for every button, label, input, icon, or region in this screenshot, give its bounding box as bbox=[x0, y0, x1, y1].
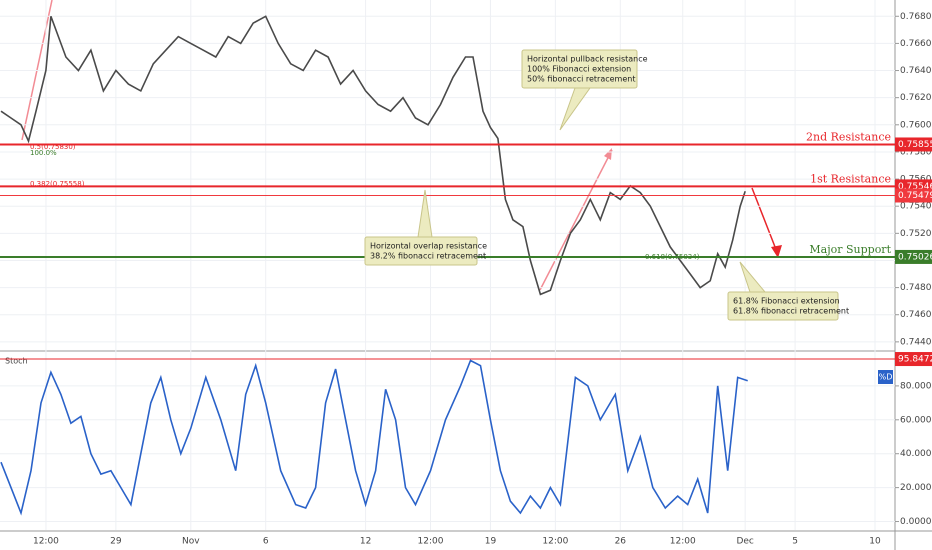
annotation-box bbox=[727, 291, 839, 321]
arrow-head bbox=[771, 245, 782, 258]
x-tick-label: 19 bbox=[485, 537, 497, 547]
level-name: 2nd Resistance bbox=[806, 130, 891, 143]
arrow-head bbox=[604, 148, 612, 160]
x-tick-label: 12:00 bbox=[542, 537, 568, 547]
level-name: Major Support bbox=[809, 243, 891, 256]
y-tick-label: 80.0000 bbox=[900, 381, 932, 391]
x-tick-label: 12 bbox=[360, 537, 371, 547]
annotation-text: 61.8% Fibonacci extension bbox=[733, 297, 840, 306]
annotation-text: Horizontal pullback resistance bbox=[527, 55, 648, 64]
red-arrow bbox=[751, 187, 778, 253]
level-value: 0.75546 bbox=[898, 182, 932, 192]
level-name: 1st Resistance bbox=[810, 172, 891, 185]
y-tick-label: 0.74400 bbox=[900, 337, 932, 347]
pink-arrow bbox=[539, 149, 613, 291]
x-tick-label: 12:00 bbox=[418, 537, 444, 547]
level-value: 95.8472 bbox=[898, 355, 932, 365]
x-tick-label: 26 bbox=[615, 537, 627, 547]
annotation-text: 61.8% fibonacci retracement bbox=[733, 307, 849, 316]
y-tick-label: 20.0000 bbox=[900, 483, 932, 493]
fib-label: 0.618(0.75034) bbox=[645, 253, 700, 261]
legend-label: %D bbox=[879, 373, 893, 382]
level-badge bbox=[895, 137, 932, 152]
x-tick-label: 12:00 bbox=[33, 537, 59, 547]
annotation-text: 100% Fibonacci extension bbox=[527, 65, 631, 74]
indicator-title: Stoch bbox=[5, 357, 28, 366]
x-tick-label: 10 bbox=[869, 537, 881, 547]
annotation-text: 38.2% fibonacci retracement bbox=[370, 252, 486, 261]
fib-label: 0.382(0.75558) bbox=[30, 180, 85, 188]
annotation-text: 50% fibonacci retracement bbox=[527, 75, 635, 84]
x-tick-label: 12:00 bbox=[670, 537, 696, 547]
annotation-text: Horizontal overlap resistance bbox=[370, 242, 487, 251]
y-tick-label: 40.0000 bbox=[900, 449, 932, 459]
y-tick-label: 60.0000 bbox=[900, 415, 932, 425]
x-tick-label: Nov bbox=[182, 537, 200, 547]
annotation-box bbox=[521, 49, 638, 89]
fib-label: 0.5(0.75830) bbox=[30, 143, 76, 151]
series-line bbox=[0, 15, 746, 296]
y-tick-label: 0.0000 bbox=[900, 517, 932, 527]
legend-badge bbox=[878, 370, 893, 384]
pink-arrow bbox=[21, 0, 53, 141]
level-value: 0.75479 bbox=[898, 191, 932, 201]
x-tick-label: 29 bbox=[110, 537, 122, 547]
annotation-box bbox=[364, 236, 478, 266]
level-value: 0.75855 bbox=[898, 140, 932, 150]
series-line bbox=[0, 359, 748, 516]
x-tick-label: Dec bbox=[736, 537, 753, 547]
level-badge bbox=[895, 188, 932, 203]
level-value: 0.75026 bbox=[898, 252, 932, 262]
fib-label: 100.0% bbox=[30, 149, 57, 157]
level-badge bbox=[895, 249, 932, 264]
level-badge bbox=[895, 352, 932, 367]
x-tick-label: 5 bbox=[792, 537, 798, 547]
x-tick-label: 6 bbox=[263, 537, 269, 547]
